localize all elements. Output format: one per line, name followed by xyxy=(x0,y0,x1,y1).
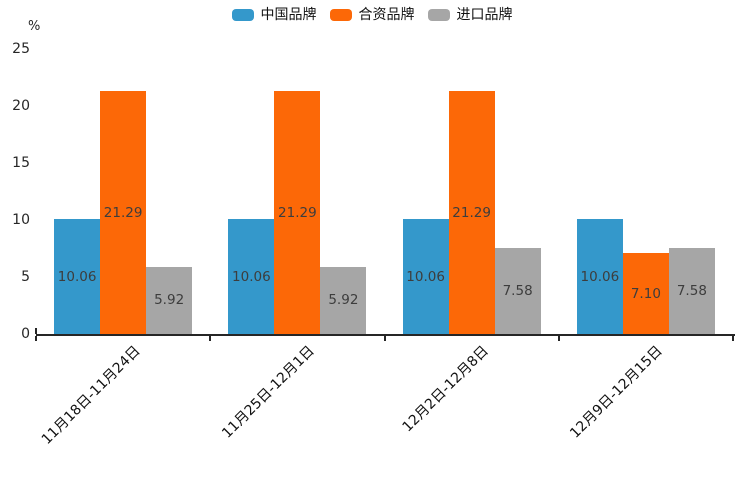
y-tick-label: 25 xyxy=(12,41,30,57)
bar-value-label: 21.29 xyxy=(278,204,317,221)
bar-value-label: 7.58 xyxy=(676,282,707,299)
bar xyxy=(622,253,669,334)
bar-value-label: 7.58 xyxy=(502,282,533,299)
bar xyxy=(494,247,541,334)
y-tick-label: 20 xyxy=(12,98,30,114)
x-axis-line xyxy=(36,334,735,336)
y-axis-unit-label: % xyxy=(28,19,41,34)
bar xyxy=(668,247,715,334)
x-axis-tick xyxy=(383,336,386,341)
legend-swatch xyxy=(231,9,254,21)
bar xyxy=(100,91,147,334)
x-axis-label: 11月25日-12月1日 xyxy=(219,343,318,442)
bar-value-label: 5.92 xyxy=(154,292,185,309)
bar-value-label: 10.06 xyxy=(406,268,445,285)
x-axis-label: 12月2日-12月8日 xyxy=(399,343,492,436)
y-tick-label: 5 xyxy=(21,269,30,285)
x-axis-tick xyxy=(209,336,212,341)
y-tick-label: 0 xyxy=(21,326,30,342)
legend-item: 合资品牌 xyxy=(329,7,415,23)
bar xyxy=(402,219,449,334)
bar-value-label: 5.92 xyxy=(328,292,359,309)
chart-legend: 中国品牌 合资品牌 进口品牌 xyxy=(0,7,744,23)
bar-value-label: 21.29 xyxy=(103,204,143,221)
x-axis-label: 12月9日-12月15日 xyxy=(567,343,667,442)
bar-value-label: 7.10 xyxy=(630,285,661,302)
bar xyxy=(274,91,321,334)
bar-value-label: 21.29 xyxy=(452,204,491,221)
bar xyxy=(576,219,623,334)
bar-value-label: 10.06 xyxy=(57,268,97,285)
bar xyxy=(54,219,101,334)
bar-value-label: 10.06 xyxy=(580,268,620,285)
legend-swatch xyxy=(427,9,450,21)
legend-item: 进口品牌 xyxy=(427,7,513,23)
axis-left-endcap xyxy=(35,328,37,334)
legend-item: 中国品牌 xyxy=(231,7,317,23)
x-axis-tick xyxy=(732,336,734,341)
bar xyxy=(146,266,193,334)
x-axis-tick xyxy=(35,336,37,341)
x-axis-label: 11月18日-11月24日 xyxy=(38,343,144,448)
bar-value-label: 10.06 xyxy=(232,268,271,285)
legend-label: 中国品牌 xyxy=(260,7,317,23)
y-tick-label: 10 xyxy=(12,212,30,228)
legend-label: 合资品牌 xyxy=(358,7,415,23)
bar xyxy=(228,219,275,334)
legend-label: 进口品牌 xyxy=(456,7,513,23)
bar xyxy=(320,266,367,334)
x-axis-tick xyxy=(557,336,560,341)
y-tick-label: 15 xyxy=(12,155,30,171)
legend-swatch xyxy=(329,9,352,21)
bar xyxy=(448,91,495,334)
